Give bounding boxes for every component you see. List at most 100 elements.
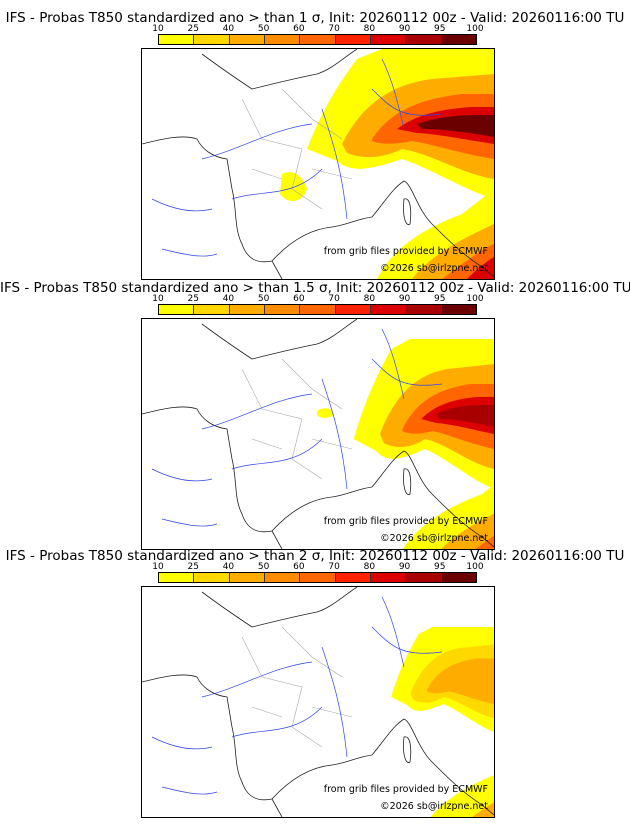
colorbar-tick: 70 [328, 24, 340, 34]
colorbar [158, 572, 477, 583]
colorbar-swatch [441, 35, 476, 44]
colorbar-swatch [370, 573, 407, 582]
colorbar-ticks: 10 25 40 50 60 70 80 90 95 100 [152, 294, 483, 304]
probability-map: from grib files provided by ECMWF ©2026 s… [141, 586, 495, 818]
colorbar-tick: 80 [363, 24, 376, 34]
regional-borders [241, 626, 353, 748]
probability-area [475, 535, 494, 549]
colorbar-swatch [335, 573, 371, 582]
colorbar-swatch [159, 35, 195, 44]
colorbar-swatch [406, 35, 442, 44]
probability-area [467, 257, 494, 279]
probability-area [472, 802, 494, 817]
colorbar-swatch [194, 573, 230, 582]
colorbar-swatch [264, 573, 301, 582]
coastline [201, 319, 358, 360]
colorbar-tick: 100 [466, 24, 484, 34]
map-panel: IFS - Probas T850 standardized ano > tha… [0, 0, 630, 280]
colorbar-tick: 95 [434, 562, 446, 572]
colorbar-tick: 10 [152, 24, 164, 34]
colorbar-swatch [335, 35, 371, 44]
colorbar-swatch [441, 305, 476, 314]
colorbar-swatch [159, 573, 195, 582]
colorbar-swatch [159, 305, 195, 314]
colorbar-tick: 95 [434, 294, 446, 304]
map-panel: IFS - Probas T850 standardized ano > tha… [0, 270, 630, 550]
coastline [201, 49, 358, 90]
colorbar-swatch [370, 35, 407, 44]
source-credit: from grib files provided by ECMWF [323, 784, 488, 795]
rivers [151, 58, 443, 257]
colorbar-swatch [229, 573, 265, 582]
corsica-island [403, 736, 412, 763]
map-panel: IFS - Probas T850 standardized ano > tha… [0, 538, 630, 818]
regional-borders [241, 358, 353, 480]
colorbar-tick: 25 [187, 294, 199, 304]
colorbar-swatch [441, 573, 476, 582]
colorbar-tick: 50 [257, 294, 270, 304]
colorbar-tick: 60 [293, 562, 305, 572]
copyright-credit: ©2026 sb@irlzpne.net [380, 533, 488, 544]
colorbar-tick: 95 [434, 24, 446, 34]
colorbar-tick: 10 [152, 562, 164, 572]
panel-title: IFS - Probas T850 standardized ano > tha… [5, 10, 625, 26]
colorbar-swatch [194, 305, 230, 314]
probability-area [436, 405, 494, 427]
panel-title: IFS - Probas T850 standardized ano > tha… [0, 280, 630, 296]
colorbar-tick: 80 [363, 562, 376, 572]
probability-area [317, 408, 334, 418]
colorbar-tick: 90 [398, 562, 411, 572]
source-credit: from grib files provided by ECMWF [323, 246, 488, 257]
rivers [151, 596, 443, 795]
colorbar-tick: 10 [152, 294, 164, 304]
colorbar-ticks: 10 25 40 50 60 70 80 90 95 100 [152, 562, 483, 572]
probability-area [441, 513, 494, 549]
colorbar-tick: 50 [257, 562, 270, 572]
colorbar-swatch [300, 573, 336, 582]
coastline [142, 136, 494, 279]
corsica-island [403, 468, 412, 495]
colorbar-swatch [300, 305, 336, 314]
probability-area [426, 658, 494, 704]
colorbar-swatch [229, 35, 265, 44]
colorbar-swatch [406, 573, 442, 582]
colorbar-swatch [370, 305, 407, 314]
corsica-island [403, 198, 412, 225]
colorbar-swatch [335, 305, 371, 314]
coastline [142, 406, 494, 549]
colorbar-tick: 50 [257, 24, 270, 34]
colorbar-tick: 70 [328, 294, 340, 304]
colorbar-swatch [406, 305, 442, 314]
copyright-credit: ©2026 sb@irlzpne.net [380, 801, 488, 812]
probability-map: from grib files provided by ECMWF ©2026 s… [141, 48, 495, 280]
coastline [201, 587, 358, 628]
colorbar-swatch [194, 35, 230, 44]
colorbar-tick: 60 [293, 294, 305, 304]
probability-area [430, 775, 494, 817]
colorbar-swatch [264, 35, 301, 44]
copyright-credit: ©2026 sb@irlzpne.net [380, 263, 488, 274]
colorbar-tick: 60 [293, 24, 305, 34]
colorbar-tick: 40 [222, 294, 235, 304]
colorbar-tick: 25 [187, 24, 199, 34]
probability-map: from grib files provided by ECMWF ©2026 s… [141, 318, 495, 550]
colorbar-tick: 100 [466, 294, 484, 304]
colorbar-tick: 90 [398, 24, 411, 34]
rivers [151, 328, 443, 527]
colorbar-tick: 80 [363, 294, 376, 304]
colorbar-swatch [300, 35, 336, 44]
colorbar [158, 304, 477, 315]
colorbar-tick: 25 [187, 562, 199, 572]
probability-area [417, 115, 494, 137]
colorbar-tick: 70 [328, 562, 340, 572]
coastline [142, 674, 494, 817]
colorbar-swatch [264, 305, 301, 314]
probability-area [280, 172, 307, 201]
panel-title: IFS - Probas T850 standardized ano > tha… [5, 548, 625, 564]
colorbar-tick: 100 [466, 562, 484, 572]
source-credit: from grib files provided by ECMWF [323, 516, 488, 527]
colorbar-swatch [229, 305, 265, 314]
colorbar [158, 34, 477, 45]
colorbar-tick: 40 [222, 562, 235, 572]
colorbar-ticks: 10 25 40 50 60 70 80 90 95 100 [152, 24, 483, 34]
